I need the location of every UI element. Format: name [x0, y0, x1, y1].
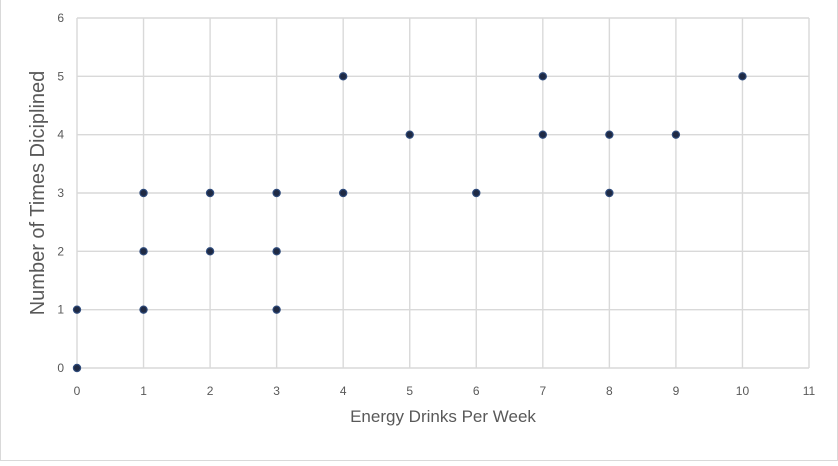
y-tick-label: 0 — [57, 361, 64, 375]
y-tick-label: 4 — [57, 128, 64, 142]
data-point — [72, 305, 82, 314]
data-point — [272, 188, 281, 198]
y-tick-label: 2 — [57, 244, 64, 258]
y-tick-label: 6 — [57, 11, 64, 25]
grid-lines — [76, 17, 810, 369]
x-axis-title: Energy Drinks Per Week — [350, 407, 536, 426]
x-tick-label: 6 — [473, 384, 480, 398]
data-point — [139, 247, 148, 256]
y-tick-label: 3 — [57, 186, 64, 200]
data-point — [338, 72, 348, 81]
data-point — [671, 130, 681, 139]
data-point — [139, 305, 148, 314]
data-point — [272, 305, 281, 314]
data-point — [605, 130, 614, 139]
x-tick-label: 10 — [736, 384, 750, 398]
x-tick-label: 1 — [140, 384, 147, 398]
data-point — [272, 247, 281, 256]
x-tick-label: 3 — [273, 384, 280, 398]
data-point — [538, 72, 548, 81]
data-point — [405, 130, 414, 139]
y-tick-label: 5 — [57, 69, 64, 83]
data-point — [605, 188, 614, 198]
data-points — [72, 72, 747, 373]
x-tick-label: 11 — [803, 384, 816, 398]
x-tick-label: 0 — [74, 384, 81, 398]
x-tick-label: 5 — [406, 384, 413, 398]
data-point — [472, 188, 481, 198]
x-tick-label: 4 — [340, 384, 347, 398]
data-point — [72, 363, 82, 373]
y-tick-label: 1 — [57, 303, 64, 317]
data-point — [205, 188, 215, 198]
x-tick-label: 2 — [207, 384, 214, 398]
data-point — [139, 188, 148, 198]
data-point — [338, 188, 348, 198]
x-tick-label: 8 — [606, 384, 613, 398]
data-point — [205, 247, 215, 256]
tick-labels: 0 1 2 3 4 5 6 7 8 9 10 11 0 1 2 3 4 5 6 — [57, 11, 815, 398]
data-point — [538, 130, 548, 139]
data-point — [738, 72, 747, 81]
x-tick-label: 7 — [539, 384, 546, 398]
x-tick-label: 9 — [673, 384, 680, 398]
y-axis-title: Number of Times Diciplined — [27, 71, 49, 316]
